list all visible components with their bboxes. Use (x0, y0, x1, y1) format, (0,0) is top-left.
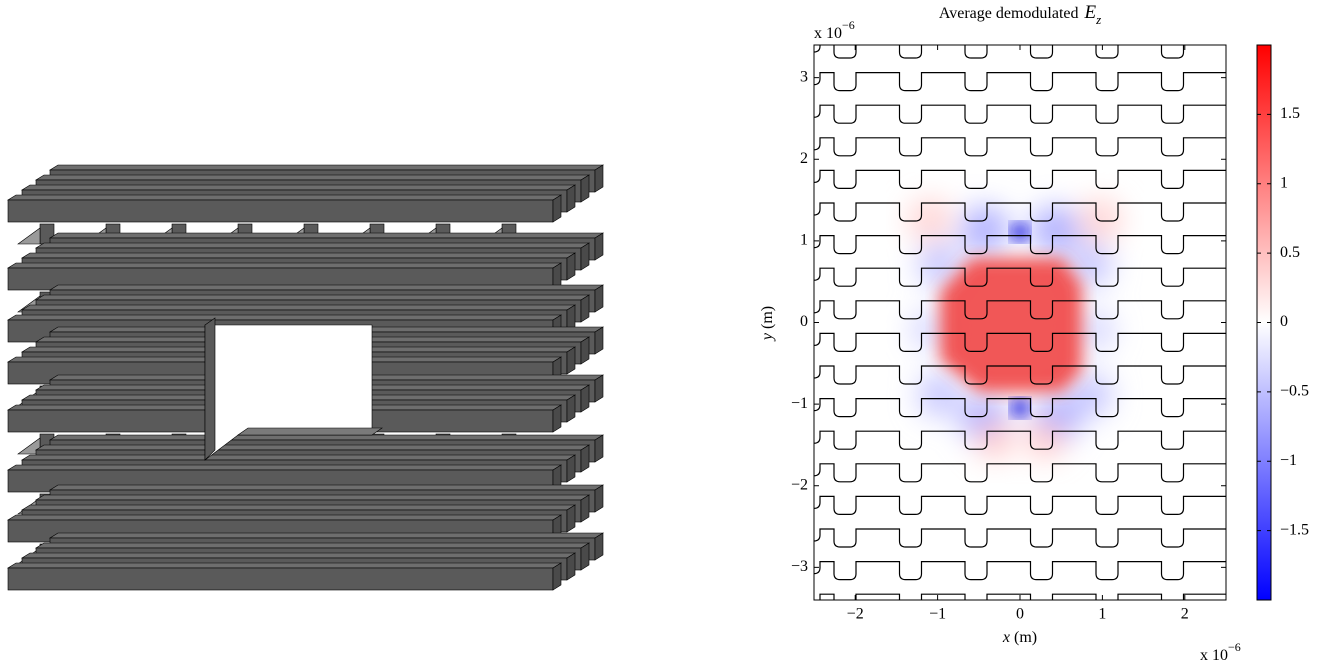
figure: Average demodulatedEz x 10−6 x 10−6 x(m)… (0, 0, 1340, 667)
bar-top (22, 253, 575, 258)
colorbar-tick-label: 0 (1280, 313, 1288, 330)
x-tick-label: −1 (929, 606, 946, 623)
woodpile-structure (8, 165, 603, 590)
bar-end (581, 243, 589, 270)
bar-top (36, 295, 589, 300)
bar-end (567, 553, 575, 580)
bar-end (595, 533, 603, 560)
bar-end (581, 385, 589, 412)
x-axis-label: x(m) (1002, 629, 1037, 646)
bar-top (8, 315, 561, 320)
bar-top (50, 485, 603, 490)
bar-end (581, 495, 589, 522)
title-text: Average demodulated (939, 5, 1079, 22)
x-tick-label: 0 (1016, 606, 1024, 623)
y-multiplier: x 10−6 (814, 18, 855, 42)
bar-end (567, 347, 575, 374)
label-symbol: x (1002, 629, 1010, 646)
hole-wall (205, 318, 215, 460)
bar-top (50, 165, 603, 170)
bar-top (36, 543, 589, 548)
bar-end (595, 435, 603, 462)
bar-top (8, 263, 561, 268)
colorbar-tick-label: −1.5 (1280, 521, 1309, 538)
x-tick-label: 1 (1098, 606, 1106, 623)
y-tick-label: −2 (791, 476, 808, 493)
bar-end (595, 165, 603, 192)
bar-top (36, 445, 589, 450)
bar-front (8, 568, 553, 590)
x-tick-label: 2 (1181, 606, 1189, 623)
colorbar-tick-label: 1.5 (1280, 105, 1300, 122)
bar-top (22, 305, 575, 310)
label-unit: (m) (1014, 629, 1037, 646)
bar-end (581, 295, 589, 322)
bar-top (50, 533, 603, 538)
x-tick-label: −2 (847, 606, 864, 623)
multiplier-base: x 10 (814, 25, 842, 42)
field-spot (1010, 222, 1030, 242)
bar-top (50, 435, 603, 440)
bar-front (8, 200, 553, 222)
bar-end (553, 563, 561, 590)
bar-top (22, 505, 575, 510)
bar-end (567, 395, 575, 422)
bar-end (567, 253, 575, 280)
y-tick-label: 3 (800, 68, 808, 85)
bar-end (581, 543, 589, 570)
bar-top (22, 185, 575, 190)
bar-top (50, 285, 603, 290)
bar-end (595, 285, 603, 312)
y-tick-label: 1 (800, 232, 808, 249)
bar-end (595, 233, 603, 260)
bar-top (8, 465, 561, 470)
multiplier-exponent: −6 (1228, 640, 1241, 654)
label-symbol: y (759, 332, 776, 342)
y-tick-label: 2 (800, 150, 808, 167)
y-tick-label: 0 (800, 313, 808, 330)
bar-end (595, 327, 603, 354)
bar-end (567, 455, 575, 482)
y-tick-label: −1 (791, 395, 808, 412)
bar-end (581, 175, 589, 202)
bar-top (8, 195, 561, 200)
post-face (18, 228, 40, 244)
bar-end (595, 375, 603, 402)
bar-top (8, 515, 561, 520)
label-unit: (m) (759, 306, 776, 329)
bar-end (567, 185, 575, 212)
title-symbol: E (1083, 2, 1096, 23)
bar-top (8, 563, 561, 568)
title-subscript: z (1095, 12, 1101, 27)
bar-top (36, 495, 589, 500)
hole-floor (238, 428, 382, 435)
y-tick-label: −3 (791, 558, 808, 575)
colorbar-tick-label: 0.5 (1280, 244, 1300, 261)
colorbar-tick-label: −0.5 (1280, 383, 1309, 400)
y-axis-label: y (m) (759, 306, 776, 342)
x-multiplier: x 10−6 (1200, 640, 1241, 664)
bar-end (581, 445, 589, 472)
multiplier-exponent: −6 (842, 18, 855, 32)
bar-end (553, 405, 561, 432)
bar-top (50, 233, 603, 238)
field-spot (1010, 398, 1030, 418)
multiplier-base: x 10 (1200, 647, 1228, 664)
colorbar-tick-label: 1 (1280, 174, 1288, 191)
bar-top (36, 175, 589, 180)
bar-end (553, 195, 561, 222)
colorbar-tick-label: −1 (1280, 452, 1297, 469)
field-core (940, 258, 1082, 392)
bar-top (22, 553, 575, 558)
bar-end (567, 505, 575, 532)
bar-end (581, 337, 589, 364)
bar-top (22, 455, 575, 460)
bar-end (595, 485, 603, 512)
bar-top (36, 243, 589, 248)
